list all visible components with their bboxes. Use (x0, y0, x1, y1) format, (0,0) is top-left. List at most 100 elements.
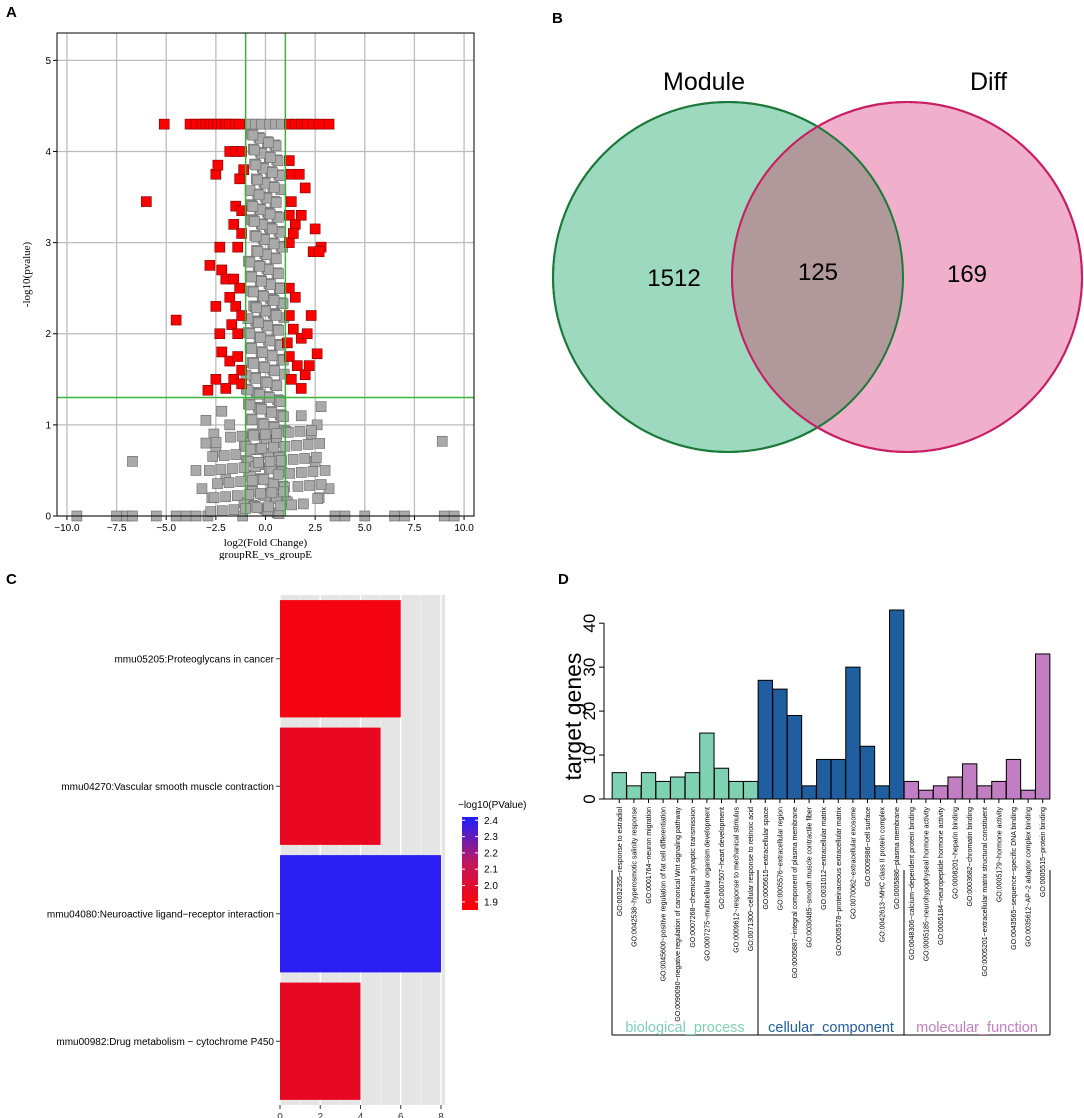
volcano-plot-panel: A −10.0 −7.5 −5.0 −2.5 0.0 2.5 5.0 7.5 10.0 0 1 2 3 4… (0, 0, 540, 560)
go-term-label: GO:0009612~response to mechanical stimul… (734, 807, 741, 953)
nonsig-point (274, 500, 286, 512)
x-axis-sublabel: groupRE_vs_groupE (219, 549, 312, 560)
kegg-bar-panel: C mmu05205:Proteoglycans in cancer mmu042… (0, 565, 560, 1118)
go-bar (830, 758, 846, 800)
nonsig-point (230, 449, 242, 460)
nonsig-point (271, 380, 283, 392)
x-tick-label: −5.0 (156, 523, 176, 534)
nonsig-point (251, 502, 263, 514)
sig-point (293, 168, 305, 180)
nonsig-point (228, 504, 240, 515)
go-bar (772, 688, 788, 800)
nonsig-point (302, 439, 314, 450)
nonsig-point (268, 238, 280, 250)
legend-tick-label: 2.2 (484, 848, 498, 859)
go-bar (786, 714, 803, 800)
sig-point (295, 209, 307, 221)
nonsig-point (246, 271, 257, 283)
nonsig-point (311, 452, 322, 463)
nonsig-point (238, 462, 250, 473)
y-tick-label: 30 (580, 658, 599, 677)
sig-point (311, 348, 323, 360)
nonsig-point (266, 350, 278, 362)
venn-outline-module (552, 101, 904, 453)
sig-point (228, 273, 240, 285)
kegg-bar (280, 982, 361, 1100)
nonsig-point (249, 216, 260, 227)
sig-point (232, 241, 243, 253)
nonsig-point (248, 286, 259, 298)
nonsig-point (258, 418, 270, 430)
sig-point (210, 168, 222, 180)
nonsig-point (224, 419, 236, 431)
go-bar (932, 785, 949, 800)
go-bar (918, 789, 934, 800)
go-bar (991, 780, 1007, 800)
sig-point (236, 310, 247, 321)
go-bar (874, 785, 890, 800)
legend-title: −log10(PValue) (458, 800, 526, 811)
y-tick-label: 4 (45, 147, 51, 158)
sig-point (236, 378, 247, 390)
nonsig-point (231, 490, 243, 501)
nonsig-point (236, 430, 248, 442)
kegg-term-label: mmu04270:Vascular smooth muscle contract… (61, 782, 274, 793)
sig-point (226, 319, 238, 330)
go-bar (611, 772, 627, 800)
go-term-label: GO:0032355~response to estradiol (617, 807, 624, 917)
go-bar (947, 776, 963, 800)
nonsig-point (255, 332, 266, 344)
nonsig-point (266, 407, 277, 418)
go-term-label: GO:0031012~extracellular matrix (821, 807, 828, 910)
venn-overlap (732, 102, 903, 452)
go-term-label: GO:0001764~neuron migration (646, 807, 653, 904)
venn-outline-diff (731, 101, 1083, 453)
nonsig-point (246, 475, 258, 486)
sig-point (284, 209, 295, 221)
nonsig-point (204, 465, 215, 476)
go-term-label: GO:0030485~smooth muscle contractile fib… (807, 806, 814, 947)
sig-point (289, 219, 301, 230)
sig-point (232, 351, 243, 362)
nonsig-point (256, 275, 267, 287)
nonsig-point (266, 223, 278, 235)
go-term-label: GO:0005179~hormone activity (996, 807, 1003, 903)
panel-label-c: C (6, 571, 17, 588)
x-tick-label: 6 (398, 1112, 404, 1118)
x-tick-label: 2 (317, 1112, 323, 1118)
go-bar (743, 780, 759, 800)
nonsig-point (271, 427, 283, 439)
venn-diagram-panel: B Module Diff 1512 125 169 (540, 0, 1084, 560)
nonsig-point (200, 437, 212, 449)
nonsig-point (267, 167, 278, 178)
y-tick-label: 2 (45, 329, 51, 340)
nonsig-point (261, 377, 273, 388)
nonsig-point (210, 437, 222, 448)
legend-tick-label: 2.3 (484, 832, 498, 843)
sig-point (212, 159, 224, 171)
go-term-label: GO:0048306~calcium−dependent protein bin… (909, 807, 916, 960)
nonsig-point (215, 464, 227, 475)
nonsig-point (249, 144, 260, 156)
nonsig-point (250, 231, 262, 242)
y-tick-label: 20 (580, 702, 599, 721)
y-axis-label: target genes (560, 653, 586, 781)
sig-point (284, 310, 295, 321)
go-term-label: GO:0090090~negative regulation of canoni… (675, 807, 682, 1022)
sig-point (323, 118, 335, 130)
go-bar (728, 780, 744, 800)
go-bar (1020, 789, 1036, 800)
nonsig-point (258, 474, 270, 486)
go-term-label: GO:0071300~cellular response to retinoic… (748, 807, 755, 951)
sig-point (236, 364, 247, 376)
sig-point (295, 383, 307, 394)
sig-point (214, 241, 226, 253)
nonsig-point (277, 298, 289, 309)
x-axis-label: log2(Fold Change) (224, 537, 308, 549)
venn-diagram: Module Diff 1512 125 169 (552, 68, 1083, 453)
nonsig-point (294, 426, 306, 437)
sig-point (216, 264, 228, 276)
x-tick-label: 4 (358, 1112, 364, 1118)
sig-point (284, 351, 295, 362)
go-bar (859, 745, 876, 800)
